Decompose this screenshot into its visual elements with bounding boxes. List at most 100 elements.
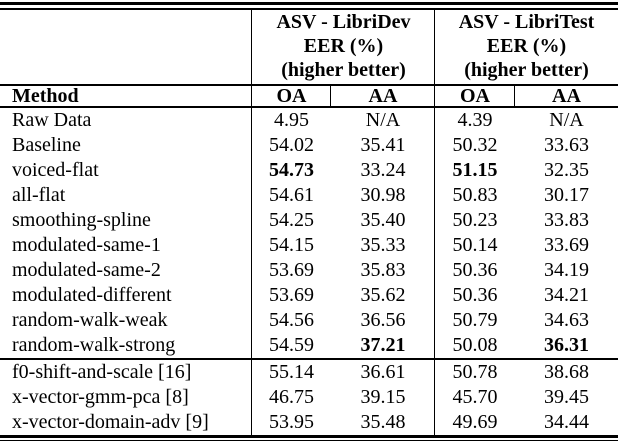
method-cell: modulated-same-2 (12, 259, 161, 281)
dev-oa-cell: 54.59 (269, 334, 314, 356)
method-cell: x-vector-gmm-pca [8] (12, 386, 189, 408)
group-title-line: ASV - LibriDev (276, 10, 411, 33)
dev-aa-cell: 35.62 (360, 284, 406, 306)
dev-aa-cell: 35.41 (360, 134, 406, 156)
header-rule (0, 84, 618, 86)
method-cell: smoothing-spline (12, 209, 151, 231)
test-aa-cell: 34.21 (544, 284, 589, 306)
dev-oa-cell: 54.73 (269, 159, 314, 181)
table-row: modulated-same-2 53.69 35.83 50.36 34.19 (0, 258, 618, 283)
vertical-rule-test-oa-aa (513, 84, 515, 108)
method-cell: all-flat (12, 184, 66, 206)
table-row: f0-shift-and-scale [16] 55.14 36.61 50.7… (0, 360, 618, 385)
dev-oa-cell: 54.02 (269, 134, 314, 156)
test-aa-cell: 34.19 (544, 259, 589, 281)
test-oa-cell: 50.83 (452, 184, 498, 206)
test-aa-cell: 33.83 (544, 209, 589, 231)
group-title-line: (higher better) (281, 58, 406, 81)
method-cell: Raw Data (12, 109, 92, 131)
method-cell: Baseline (12, 134, 81, 156)
table-row: random-walk-weak 54.56 36.56 50.79 34.63 (0, 308, 618, 333)
dev-oa-cell: 54.25 (269, 209, 314, 231)
test-aa-header: AA (552, 85, 581, 107)
dev-oa-cell: 53.95 (269, 411, 314, 433)
dev-aa-cell: 30.98 (360, 184, 406, 206)
top-rule-thin (0, 8, 618, 10)
table-row: voiced-flat 54.73 33.24 51.15 32.35 (0, 158, 618, 183)
test-oa-cell: 50.36 (452, 284, 498, 306)
dev-aa-cell: N/A (365, 109, 401, 131)
vertical-rule-method (250, 9, 252, 435)
test-aa-cell: 33.63 (544, 134, 589, 156)
test-aa-cell: 39.45 (544, 386, 589, 408)
group-title-line: EER (%) (303, 34, 384, 57)
method-cell: random-walk-strong (12, 334, 176, 356)
test-oa-cell: 50.08 (452, 334, 498, 356)
vertical-rule-dev-oa-aa (329, 84, 331, 108)
dev-oa-cell: 54.61 (269, 184, 314, 206)
method-cell: f0-shift-and-scale [16] (12, 361, 192, 383)
dev-oa-cell: 54.56 (269, 309, 314, 331)
test-oa-cell: 4.39 (457, 109, 493, 131)
group-header-libritest: ASV - LibriTest EER (%) (higher better) (435, 10, 618, 85)
table-row: random-walk-strong 54.59 37.21 50.08 36.… (0, 333, 618, 358)
dev-oa-cell: 53.69 (269, 284, 314, 306)
dev-aa-cell: 36.61 (360, 361, 406, 383)
test-oa-cell: 50.23 (452, 209, 498, 231)
dev-aa-cell: 35.48 (360, 411, 406, 433)
method-cell: voiced-flat (12, 159, 99, 181)
table-row: x-vector-gmm-pca [8] 46.75 39.15 45.70 3… (0, 385, 618, 410)
test-oa-cell: 45.70 (452, 386, 498, 408)
test-aa-cell: N/A (549, 109, 584, 131)
table-row: all-flat 54.61 30.98 50.83 30.17 (0, 183, 618, 208)
table-row: Raw Data 4.95 N/A 4.39 N/A (0, 108, 618, 133)
group-title-line: ASV - LibriTest (458, 10, 595, 33)
group-header-libridev: ASV - LibriDev EER (%) (higher better) (252, 10, 435, 85)
test-oa-header: OA (460, 85, 490, 107)
dev-aa-cell: 33.24 (360, 159, 406, 181)
test-oa-cell: 50.36 (452, 259, 498, 281)
top-rule-thick (0, 2, 618, 5)
dev-oa-cell: 46.75 (269, 386, 314, 408)
dev-oa-cell: 55.14 (269, 361, 314, 383)
dev-oa-cell: 4.95 (274, 109, 309, 131)
dev-oa-cell: 53.69 (269, 259, 314, 281)
table-row: modulated-same-1 54.15 35.33 50.14 33.69 (0, 233, 618, 258)
method-cell: random-walk-weak (12, 309, 168, 331)
dev-oa-header: OA (276, 85, 307, 107)
group-title-line: EER (%) (486, 34, 567, 57)
test-oa-cell: 50.78 (452, 361, 498, 383)
test-aa-cell: 34.44 (544, 411, 589, 433)
group-title-line: (higher better) (464, 58, 589, 81)
bottom-rule-thick (0, 435, 618, 438)
dev-oa-cell: 54.15 (269, 234, 314, 256)
test-oa-cell: 50.14 (452, 234, 498, 256)
dev-aa-cell: 35.83 (360, 259, 406, 281)
test-aa-cell: 34.63 (544, 309, 589, 331)
test-aa-cell: 33.69 (544, 234, 589, 256)
method-cell: x-vector-domain-adv [9] (12, 411, 209, 433)
test-oa-cell: 51.15 (452, 159, 498, 181)
test-aa-cell: 32.35 (544, 159, 589, 181)
table-row: smoothing-spline 54.25 35.40 50.23 33.83 (0, 208, 618, 233)
dev-aa-cell: 35.33 (360, 234, 406, 256)
method-cell: modulated-same-1 (12, 234, 161, 256)
header-body-rule (0, 106, 618, 108)
test-oa-cell: 49.69 (452, 411, 498, 433)
test-oa-cell: 50.32 (452, 134, 498, 156)
test-aa-cell: 30.17 (544, 184, 589, 206)
test-oa-cell: 50.79 (452, 309, 498, 331)
table-row: x-vector-domain-adv [9] 53.95 35.48 49.6… (0, 410, 618, 435)
bottom-rule-thin (0, 439, 618, 441)
dev-aa-cell: 35.40 (360, 209, 406, 231)
table-row: modulated-different 53.69 35.62 50.36 34… (0, 283, 618, 308)
group-header-row: ASV - LibriDev EER (%) (higher better) A… (0, 10, 618, 85)
method-cell: modulated-different (12, 284, 172, 306)
dev-aa-cell: 39.15 (360, 386, 406, 408)
test-aa-cell: 36.31 (544, 334, 589, 356)
dev-aa-header: AA (368, 85, 398, 107)
table-row: Baseline 54.02 35.41 50.32 33.63 (0, 133, 618, 158)
test-aa-cell: 38.68 (544, 361, 589, 383)
section-rule (0, 358, 618, 360)
